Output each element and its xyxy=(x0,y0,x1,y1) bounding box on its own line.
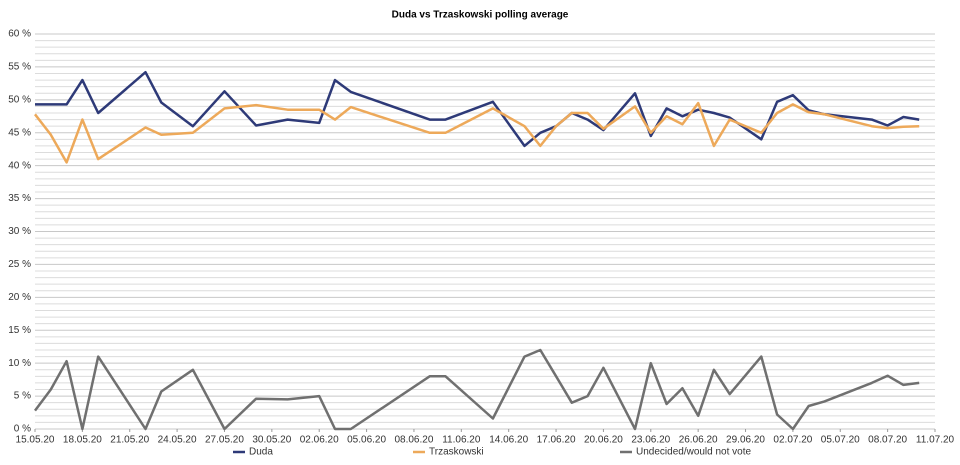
x-tick-label: 11.06.20 xyxy=(442,435,481,446)
x-tick-label: 05.06.20 xyxy=(347,435,386,446)
x-tick-label: 20.06.20 xyxy=(584,435,623,446)
series-line xyxy=(34,101,920,164)
x-tick-label: 30.05.20 xyxy=(252,435,291,446)
y-tick-label: 40 % xyxy=(8,160,31,171)
x-tick-label: 11.07.20 xyxy=(916,435,955,446)
x-tick-label: 08.06.20 xyxy=(394,435,433,446)
series-line xyxy=(33,348,920,431)
x-tick-label: 02.06.20 xyxy=(300,435,339,446)
x-tick-label: 18.05.20 xyxy=(63,435,102,446)
legend-label: Trzaskowski xyxy=(429,447,484,458)
y-tick-label: 30 % xyxy=(8,226,31,237)
y-tick-label: 15 % xyxy=(8,325,31,336)
legend-label: Undecided/would not vote xyxy=(636,447,752,458)
legend-label: Duda xyxy=(249,447,273,458)
x-tick-label: 02.07.20 xyxy=(773,435,812,446)
x-tick-label: 08.07.20 xyxy=(868,435,907,446)
y-tick-label: 0 % xyxy=(14,424,31,435)
x-tick-label: 27.05.20 xyxy=(205,435,244,446)
y-tick-label: 45 % xyxy=(8,127,31,138)
x-tick-label: 15.05.20 xyxy=(16,435,55,446)
y-tick-label: 55 % xyxy=(8,62,31,73)
y-tick-label: 5 % xyxy=(14,391,31,402)
x-tick-label: 26.06.20 xyxy=(679,435,718,446)
x-tick-label: 24.05.20 xyxy=(158,435,197,446)
y-tick-label: 60 % xyxy=(8,29,31,40)
y-tick-label: 10 % xyxy=(8,358,31,369)
y-tick-label: 35 % xyxy=(8,193,31,204)
y-tick-label: 25 % xyxy=(8,259,31,270)
x-tick-label: 05.07.20 xyxy=(821,435,860,446)
y-tick-label: 20 % xyxy=(8,292,31,303)
x-tick-label: 23.06.20 xyxy=(631,435,670,446)
x-tick-label: 29.06.20 xyxy=(726,435,765,446)
chart-title: Duda vs Trzaskowski polling average xyxy=(392,10,569,21)
y-tick-label: 50 % xyxy=(8,94,31,105)
x-tick-label: 14.06.20 xyxy=(489,435,528,446)
x-tick-label: 17.06.20 xyxy=(537,435,576,446)
x-tick-label: 21.05.20 xyxy=(110,435,149,446)
